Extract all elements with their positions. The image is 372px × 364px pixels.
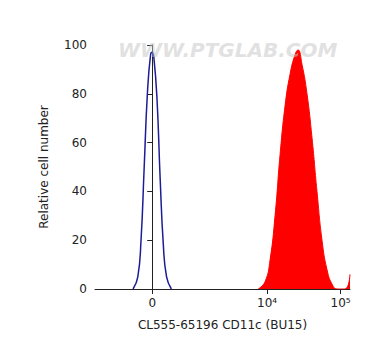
svg-text:WWW.PTGLAB.COM: WWW.PTGLAB.COM xyxy=(118,38,338,62)
svg-text:0: 0 xyxy=(148,296,156,310)
svg-text:10⁴: 10⁴ xyxy=(257,296,277,310)
svg-text:40: 40 xyxy=(72,184,87,198)
svg-text:60: 60 xyxy=(72,136,87,150)
svg-text:10⁵: 10⁵ xyxy=(331,296,351,310)
svg-text:Relative cell number: Relative cell number xyxy=(37,105,51,229)
svg-text:0: 0 xyxy=(79,282,87,296)
svg-text:100: 100 xyxy=(64,38,87,52)
svg-text:20: 20 xyxy=(72,233,87,247)
svg-text:CL555-65196 CD11c (BU15): CL555-65196 CD11c (BU15) xyxy=(138,318,307,332)
svg-text:80: 80 xyxy=(72,87,87,101)
